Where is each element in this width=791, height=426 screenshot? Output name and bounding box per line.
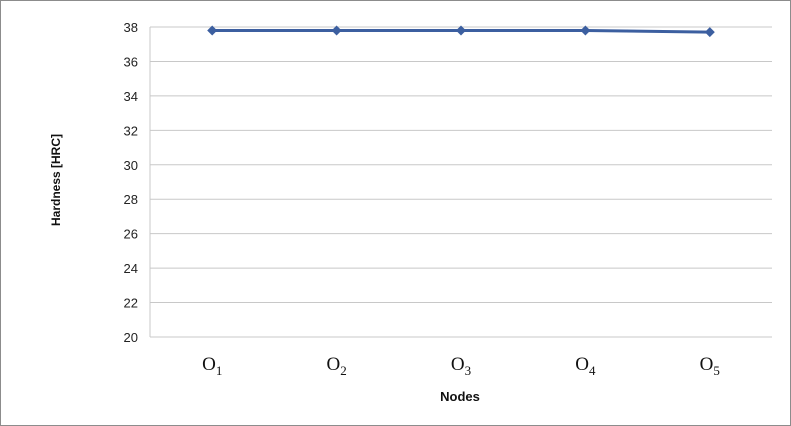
- y-tick-labels: 20 22 24 26 28 30 32 34 36 38: [124, 20, 138, 345]
- series-group: [207, 25, 715, 38]
- y-tick-label: 30: [124, 158, 138, 173]
- data-point: [331, 25, 342, 36]
- x-category-label: O1: [202, 354, 222, 378]
- y-tick-label: 22: [124, 296, 138, 311]
- y-tick-label: 38: [124, 20, 138, 35]
- y-tick-label: 28: [124, 192, 138, 207]
- x-axis-label: Nodes: [440, 389, 480, 404]
- data-point: [580, 25, 591, 36]
- grid-lines: [149, 26, 772, 338]
- x-category-label: O3: [451, 354, 471, 378]
- y-tick-label: 26: [124, 227, 138, 242]
- y-tick-label: 20: [124, 330, 138, 345]
- y-tick-label: 36: [124, 54, 138, 69]
- x-category-label: O2: [326, 354, 346, 378]
- data-point: [704, 27, 715, 38]
- y-tick-label: 24: [124, 261, 138, 276]
- data-point: [456, 25, 466, 36]
- x-category-label: O4: [575, 354, 596, 378]
- y-tick-label: 32: [124, 123, 138, 138]
- data-point: [207, 25, 218, 36]
- y-tick-label: 34: [124, 89, 138, 104]
- y-axis-label: Hardness [HRC]: [49, 134, 63, 226]
- x-category-labels: O1 O2 O3 O4 O5: [202, 354, 720, 378]
- x-category-label: O5: [700, 354, 720, 378]
